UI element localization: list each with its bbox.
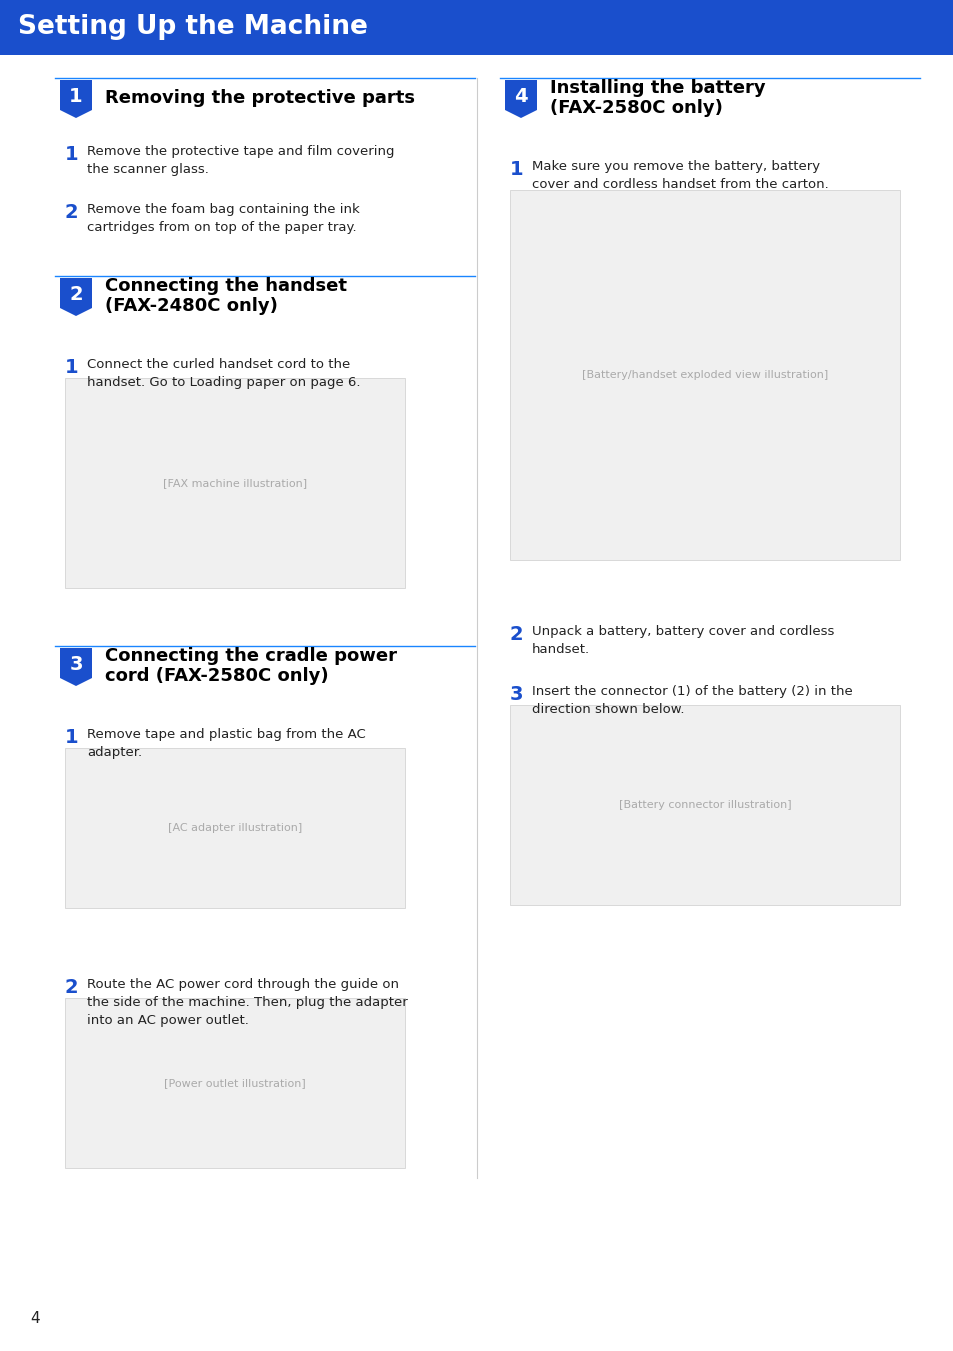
Text: Connect the curled handset cord to the
handset. Go to Loading paper on page 6.: Connect the curled handset cord to the h… bbox=[87, 358, 360, 389]
Text: 1: 1 bbox=[70, 88, 83, 107]
FancyBboxPatch shape bbox=[65, 998, 405, 1169]
Text: Route the AC power cord through the guide on
the side of the machine. Then, plug: Route the AC power cord through the guid… bbox=[87, 978, 407, 1027]
Text: 3: 3 bbox=[70, 655, 83, 674]
Text: Remove tape and plastic bag from the AC
adapter.: Remove tape and plastic bag from the AC … bbox=[87, 728, 365, 759]
Text: 2: 2 bbox=[70, 285, 83, 304]
Text: [AC adapter illustration]: [AC adapter illustration] bbox=[168, 823, 302, 834]
Text: [FAX machine illustration]: [FAX machine illustration] bbox=[163, 478, 307, 488]
FancyBboxPatch shape bbox=[0, 0, 953, 55]
Text: Remove the protective tape and film covering
the scanner glass.: Remove the protective tape and film cove… bbox=[87, 145, 395, 176]
FancyBboxPatch shape bbox=[510, 705, 899, 905]
Text: 1: 1 bbox=[510, 159, 523, 178]
Text: Connecting the cradle power
cord (FAX-2580C only): Connecting the cradle power cord (FAX-25… bbox=[105, 647, 396, 685]
Text: 4: 4 bbox=[30, 1310, 40, 1325]
Text: 2: 2 bbox=[510, 626, 523, 644]
FancyBboxPatch shape bbox=[65, 748, 405, 908]
Text: 1: 1 bbox=[65, 358, 78, 377]
Text: Setting Up the Machine: Setting Up the Machine bbox=[18, 15, 368, 41]
Text: Unpack a battery, battery cover and cordless
handset.: Unpack a battery, battery cover and cord… bbox=[532, 626, 834, 657]
FancyBboxPatch shape bbox=[510, 190, 899, 561]
Text: 1: 1 bbox=[65, 728, 78, 747]
Text: 4: 4 bbox=[514, 88, 527, 107]
Polygon shape bbox=[60, 80, 91, 118]
Text: [Power outlet illustration]: [Power outlet illustration] bbox=[164, 1078, 306, 1088]
Text: Installing the battery
(FAX-2580C only): Installing the battery (FAX-2580C only) bbox=[550, 78, 765, 118]
Polygon shape bbox=[60, 648, 91, 686]
Text: Connecting the handset
(FAX-2480C only): Connecting the handset (FAX-2480C only) bbox=[105, 277, 347, 315]
Text: Remove the foam bag containing the ink
cartridges from on top of the paper tray.: Remove the foam bag containing the ink c… bbox=[87, 203, 359, 234]
Text: Insert the connector (1) of the battery (2) in the
direction shown below.: Insert the connector (1) of the battery … bbox=[532, 685, 852, 716]
Text: Make sure you remove the battery, battery
cover and cordless handset from the ca: Make sure you remove the battery, batter… bbox=[532, 159, 828, 190]
Text: Removing the protective parts: Removing the protective parts bbox=[105, 89, 415, 107]
Text: 2: 2 bbox=[65, 203, 78, 222]
FancyBboxPatch shape bbox=[65, 378, 405, 588]
Text: 2: 2 bbox=[65, 978, 78, 997]
Text: 3: 3 bbox=[510, 685, 523, 704]
Text: 1: 1 bbox=[65, 145, 78, 163]
Polygon shape bbox=[504, 80, 537, 118]
Text: [Battery/handset exploded view illustration]: [Battery/handset exploded view illustrat… bbox=[581, 370, 827, 380]
Polygon shape bbox=[60, 278, 91, 316]
Text: [Battery connector illustration]: [Battery connector illustration] bbox=[618, 800, 790, 811]
